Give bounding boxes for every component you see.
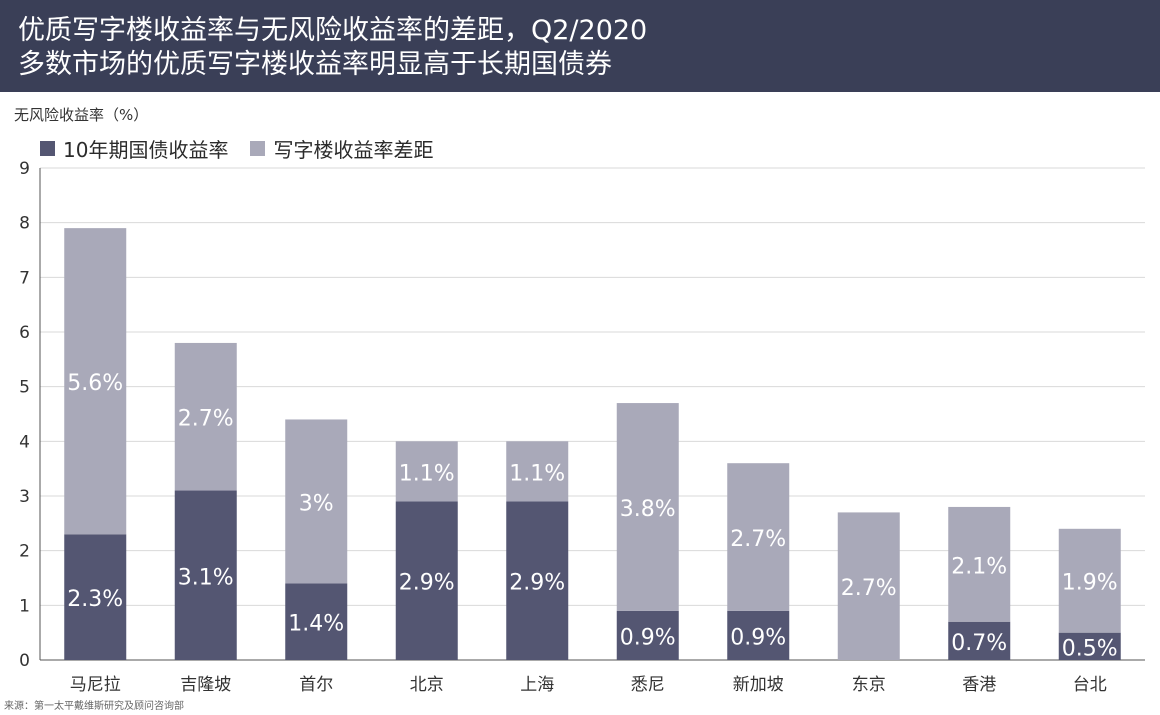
data-label: 0.9% — [620, 625, 676, 650]
y-tick-label: 4 — [19, 432, 30, 452]
bar-spread — [64, 228, 127, 535]
data-label: 2.7% — [730, 527, 786, 552]
x-tick-label: 北京 — [410, 675, 444, 695]
bar-spread — [1058, 528, 1121, 633]
x-tick-label: 吉隆坡 — [180, 675, 231, 695]
y-tick-label: 5 — [19, 378, 30, 398]
bar-spread — [174, 342, 237, 491]
bar-spread — [948, 506, 1011, 622]
x-tick-label: 悉尼 — [631, 675, 665, 695]
data-label: 0.9% — [730, 625, 786, 650]
bar-bond — [1058, 632, 1121, 660]
bar-bond — [285, 583, 348, 660]
data-label: 2.7% — [178, 407, 234, 432]
legend-item-bond: 10年期国债收益率 — [40, 134, 228, 163]
bar-spread — [616, 403, 679, 611]
bar-bond — [395, 501, 458, 660]
x-tick-label: 东京 — [852, 675, 886, 695]
legend-label-bond: 10年期国债收益率 — [63, 138, 229, 162]
data-label: 2.1% — [951, 554, 1007, 579]
legend-swatch-bond — [40, 141, 55, 156]
data-label: 1.1% — [509, 461, 565, 486]
y-tick-label: 1 — [19, 596, 30, 616]
x-tick-label: 首尔 — [299, 675, 333, 695]
x-tick-label: 香港 — [962, 675, 996, 695]
bar-spread — [285, 419, 348, 584]
chart-header: 优质写字楼收益率与无风险收益率的差距，Q2/2020 多数市场的优质写字楼收益率… — [0, 0, 1160, 92]
x-tick-label: 新加坡 — [733, 675, 784, 695]
bar-bond — [948, 621, 1011, 660]
data-label: 1.9% — [1062, 571, 1118, 596]
bar-bond — [616, 610, 679, 660]
x-tick-label: 上海 — [520, 675, 554, 695]
chart-title: 优质写字楼收益率与无风险收益率的差距，Q2/2020 — [18, 15, 648, 46]
data-label: 3.8% — [620, 497, 676, 522]
data-label: 2.9% — [399, 571, 455, 596]
x-tick-label: 马尼拉 — [70, 675, 121, 695]
bar-spread — [395, 441, 458, 502]
y-tick-label: 3 — [19, 487, 30, 507]
legend-label-spread: 写字楼收益率差距 — [273, 138, 434, 162]
data-label: 3% — [299, 491, 334, 516]
bar-spread — [506, 441, 569, 502]
legend-item-spread: 写字楼收益率差距 — [250, 134, 433, 163]
data-label: 1.4% — [288, 612, 344, 637]
x-tick-label: 台北 — [1073, 675, 1107, 695]
data-label: 1.1% — [399, 461, 455, 486]
bar-bond — [727, 610, 790, 660]
bar-bond — [174, 490, 237, 660]
bar-bond — [506, 501, 569, 660]
legend: 10年期国债收益率 写字楼收益率差距 — [40, 134, 455, 163]
y-tick-label: 8 — [19, 214, 30, 234]
bar-spread — [837, 512, 900, 660]
y-tick-label: 0 — [19, 651, 30, 671]
data-label: 2.9% — [509, 571, 565, 596]
y-tick-label: 7 — [19, 268, 30, 288]
data-label: 0.5% — [1062, 636, 1118, 661]
y-tick-label: 6 — [19, 323, 30, 343]
data-label: 0.7% — [951, 631, 1007, 656]
bar-spread — [727, 463, 790, 611]
legend-swatch-spread — [250, 141, 266, 156]
y-axis-label: 无风险收益率（%） — [14, 106, 149, 124]
data-label: 3.1% — [178, 565, 234, 590]
bar-bond — [64, 534, 127, 660]
y-tick-label: 9 — [19, 159, 30, 179]
y-tick-label: 2 — [19, 542, 30, 562]
data-label: 2.3% — [67, 587, 123, 612]
data-label: 2.7% — [841, 576, 897, 601]
chart-subtitle: 多数市场的优质写字楼收益率明显高于长期国债券 — [18, 49, 612, 80]
source-note: 来源：第一太平戴维斯研究及顾问咨询部 — [4, 701, 184, 712]
data-label: 5.6% — [67, 371, 123, 396]
